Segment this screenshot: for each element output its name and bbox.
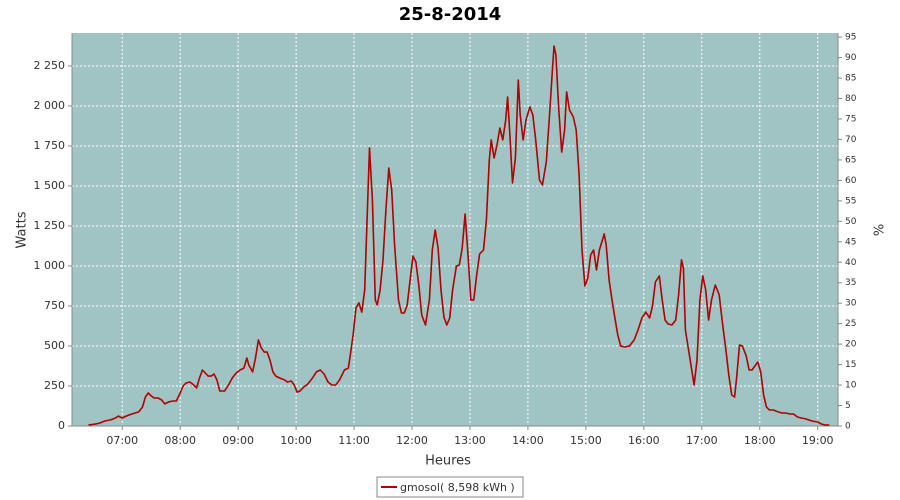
y-tick-label: 1 500	[34, 179, 66, 192]
data-line	[88, 45, 830, 426]
y2-tick-label: 35	[845, 278, 856, 288]
y2-tick-label: 30	[845, 299, 857, 309]
y2-tick-label: 85	[845, 74, 856, 84]
x-tick-label: 18:00	[744, 434, 776, 447]
chart-title: 25-8-2014	[399, 4, 502, 25]
x-tick-label: 10:00	[280, 434, 312, 447]
y2-tick-label: 15	[845, 360, 856, 370]
y-tick-label: 1 000	[34, 259, 66, 272]
y-tick-label: 0	[58, 419, 65, 432]
x-tick-label: 11:00	[338, 434, 370, 447]
y2-tick-label: 45	[845, 237, 856, 247]
y-tick-label: 250	[44, 379, 65, 392]
y-tick-label: 1 750	[34, 139, 66, 152]
x-axis-title: Heures	[425, 454, 471, 469]
legend-box	[376, 476, 524, 498]
x-tick-label: 16:00	[628, 434, 660, 447]
x-tick-label: 09:00	[222, 434, 254, 447]
legend-label: gmosol( 8,598 kWh )	[400, 481, 515, 494]
y2-tick-label: 65	[845, 155, 856, 165]
y2-tick-label: 80	[845, 94, 857, 104]
y2-tick-label: 90	[845, 53, 857, 63]
y2-axis-title: %	[873, 224, 888, 236]
x-tick-label: 17:00	[686, 434, 718, 447]
legend: gmosol( 8,598 kWh )	[376, 476, 524, 498]
y2-tick-label: 10	[845, 381, 857, 391]
x-tick-label: 15:00	[570, 434, 602, 447]
y2-tick-label: 40	[845, 258, 857, 268]
y-tick-label: 2 000	[34, 99, 66, 112]
x-tick-label: 14:00	[512, 434, 544, 447]
x-tick-label: 13:00	[454, 434, 486, 447]
y2-tick-label: 75	[845, 114, 856, 124]
y2-tick-label: 0	[845, 422, 851, 432]
y2-tick-label: 95	[845, 33, 856, 43]
y2-tick-label: 60	[845, 176, 857, 186]
y2-tick-label: 20	[845, 340, 857, 350]
x-tick-label: 12:00	[396, 434, 428, 447]
y-axis-title: Watts	[15, 211, 30, 248]
plot-background	[72, 33, 838, 426]
y-tick-label: 2 250	[34, 59, 66, 72]
y2-tick-label: 50	[845, 217, 857, 227]
y2-tick-label: 70	[845, 135, 857, 145]
x-tick-label: 07:00	[106, 434, 138, 447]
y-tick-label: 750	[44, 299, 65, 312]
x-tick-label: 19:00	[802, 434, 834, 447]
y2-tick-label: 55	[845, 196, 856, 206]
y-tick-label: 500	[44, 339, 65, 352]
y-tick-label: 1 250	[34, 219, 66, 232]
x-tick-label: 08:00	[164, 434, 196, 447]
y2-tick-label: 5	[845, 401, 851, 411]
y2-tick-label: 25	[845, 319, 856, 329]
